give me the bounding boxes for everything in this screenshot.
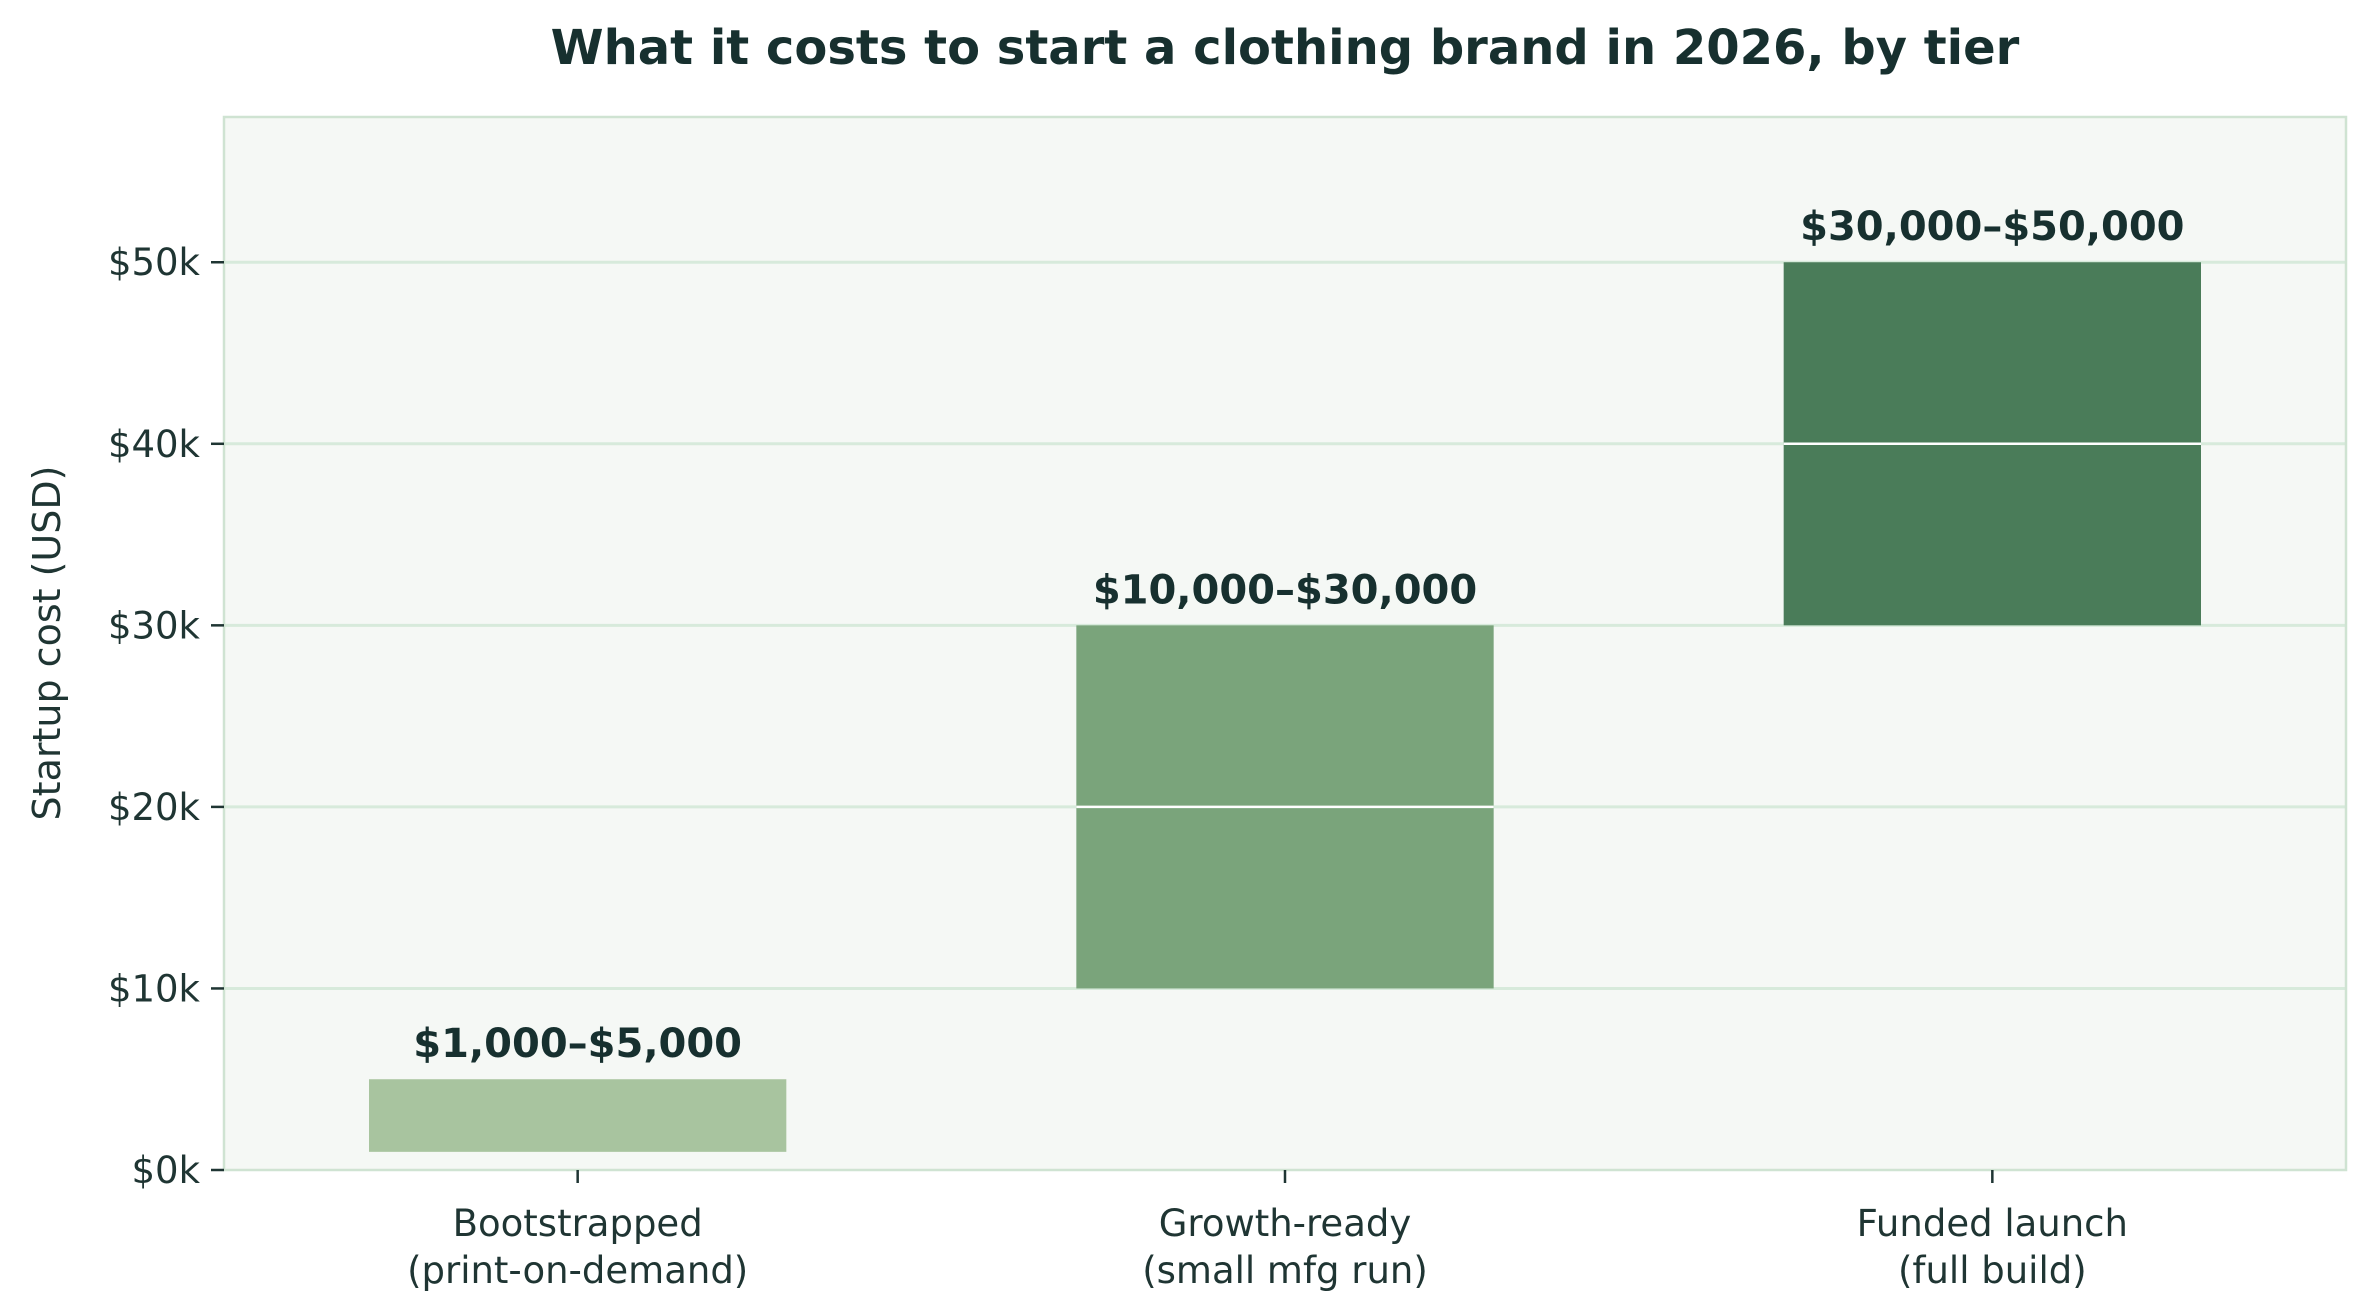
x-tick-label: Bootstrapped (print-on-demand): [407, 1202, 748, 1292]
data-label: $1,000–$5,000: [413, 1021, 742, 1067]
axis-ticks: $0k $10k $20k $30k $40k $50k Bootstrapped (prin…: [108, 241, 2128, 1292]
data-label: $10,000–$30,000: [1093, 567, 1477, 613]
y-tick-label: $50k: [108, 241, 201, 284]
y-tick-label: $20k: [108, 786, 201, 829]
y-tick-label: $10k: [108, 967, 201, 1010]
x-tick-label: Growth-ready (small mfg run): [1142, 1202, 1428, 1292]
x-tick-label: Funded launch (full build): [1857, 1202, 2128, 1292]
data-labels: $1,000–$5,000 $10,000–$30,000 $30,000–$50,…: [413, 204, 2184, 1067]
y-axis-label: Startup cost (USD): [25, 466, 69, 821]
data-label: $30,000–$50,000: [1800, 204, 2184, 250]
bars: [369, 262, 2201, 1152]
chart-title: What it costs to start a clothing brand …: [551, 20, 2020, 76]
y-tick-label: $0k: [131, 1149, 200, 1192]
range-bar: [369, 1079, 787, 1152]
y-tick-label: $30k: [108, 604, 201, 647]
y-tick-label: $40k: [108, 423, 201, 466]
